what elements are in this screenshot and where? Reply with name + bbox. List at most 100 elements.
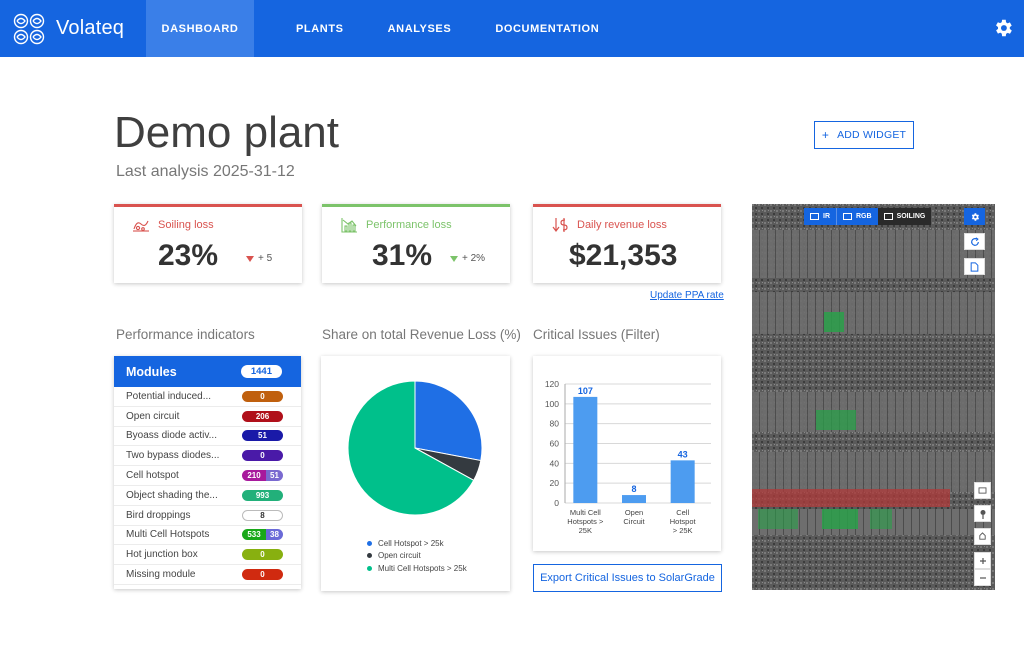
nav-documentation[interactable]: DOCUMENTATION — [495, 22, 600, 35]
last-analysis-date: Last analysis 2025-31-12 — [116, 163, 295, 180]
module-issue-label: Multi Cell Hotspots — [126, 529, 210, 541]
map-refresh-button[interactable] — [964, 233, 985, 250]
module-issue-count-badge: 51 — [242, 430, 283, 442]
x-tick-label: Multi Cell Hotspots >25K — [567, 508, 604, 535]
pie-legend: Cell Hotspot > 25k Open circuit Multi Ce… — [367, 537, 467, 575]
pie-slice[interactable] — [347, 380, 475, 516]
map-tab-ir-label: IR — [823, 213, 830, 220]
module-issue-row[interactable]: Byoass diode activ... 51 — [114, 427, 301, 447]
export-solargrade-button[interactable]: Export Critical Issues to SolarGrade — [533, 564, 722, 592]
map-settings-button[interactable] — [964, 208, 985, 225]
document-icon — [970, 261, 979, 272]
y-tick-label: 20 — [550, 478, 560, 488]
kpi-performance-delta: + 2% — [462, 253, 486, 264]
add-widget-label: ADD WIDGET — [837, 129, 907, 141]
map-tab-soiling-label: SOILING — [896, 213, 926, 220]
brand-logo[interactable]: Volateq — [0, 0, 146, 57]
map-zoom-out-button[interactable] — [974, 569, 991, 586]
legend-label: Multi Cell Hotspots > 25k — [378, 563, 467, 573]
module-issue-count-badge: 0 — [242, 450, 283, 462]
module-issue-count-badge: 210 51 — [242, 470, 283, 482]
brand-name: Volateq — [56, 17, 125, 39]
map-tab-rgb-label: RGB — [856, 213, 872, 220]
refresh-icon — [970, 236, 979, 246]
map-tab-rgb[interactable]: RGB — [836, 208, 878, 225]
legend-item: Cell Hotspot > 25k — [367, 537, 467, 550]
module-issue-row[interactable]: Cell hotspot 210 51 — [114, 466, 301, 486]
module-issue-label: Two bypass diodes... — [126, 450, 220, 462]
kpi-daily-revenue-loss[interactable]: Daily revenue loss $21,353 — [533, 204, 721, 283]
module-issue-row[interactable]: Open circuit 206 — [114, 407, 301, 427]
minus-icon — [979, 576, 986, 579]
nav-dashboard[interactable]: DASHBOARD — [146, 0, 254, 57]
kpi-revenue-value: $21,353 — [569, 239, 678, 272]
module-issue-label: Missing module — [126, 569, 196, 581]
update-ppa-rate-link[interactable]: Update PPA rate — [650, 290, 724, 301]
module-issue-count-badge: 206 — [242, 410, 283, 422]
module-issue-count-part: 210 — [242, 470, 266, 482]
kpi-performance-label: Performance loss — [366, 219, 452, 231]
map-locate-button[interactable] — [974, 505, 991, 522]
legend-label: Cell Hotspot > 25k — [378, 538, 444, 548]
critical-issues-title: Critical Issues (Filter) — [533, 327, 660, 342]
legend-label: Open circuit — [378, 551, 421, 561]
volateq-logo-icon — [13, 13, 45, 44]
module-issue-row[interactable]: Bird droppings 8 — [114, 506, 301, 526]
kpi-soiling-delta: + 5 — [258, 253, 273, 264]
module-issue-count-part: 38 — [266, 529, 283, 541]
polygon-icon — [979, 532, 986, 540]
modules-title: Modules — [126, 364, 177, 379]
main-nav: DASHBOARD PLANTS ANALYSES DOCUMENTATION — [146, 0, 621, 57]
image-icon — [810, 213, 819, 220]
bar[interactable] — [573, 396, 598, 503]
revenue-down-icon — [552, 218, 568, 232]
module-issue-count-badge: 533 38 — [242, 529, 283, 541]
critical-issues-bar-chart: 0 20 40 60 80 100 120 107 Multi Cell Hotspots >25… — [545, 379, 711, 535]
legend-dot-icon — [367, 540, 372, 546]
performance-chart-icon — [341, 218, 357, 233]
y-tick-label: 60 — [550, 439, 560, 449]
map-tab-ir[interactable]: IR — [804, 208, 836, 225]
thermal-map-image — [752, 204, 995, 590]
module-issue-count-badge: 8 — [242, 509, 283, 521]
module-issue-row[interactable]: Hot junction box 0 — [114, 545, 301, 566]
y-tick-label: 120 — [545, 379, 559, 389]
bar[interactable] — [622, 495, 646, 503]
map-tab-soiling[interactable]: SOILING — [877, 208, 932, 225]
module-issue-label: Open circuit — [126, 410, 180, 422]
modules-header[interactable]: Modules 1441 — [114, 356, 301, 387]
pie-slice[interactable] — [414, 380, 483, 462]
module-issue-row[interactable]: Object shading the... 993 — [114, 486, 301, 506]
decrease-arrow-icon — [450, 255, 458, 262]
module-issue-count-badge: 993 — [242, 489, 283, 501]
nav-plants[interactable]: PLANTS — [296, 22, 344, 35]
plant-map-view[interactable]: IR RGB SOILING — [752, 204, 995, 590]
gear-icon — [971, 212, 979, 221]
module-issue-row[interactable]: Potential induced... 0 — [114, 387, 301, 407]
module-issue-row[interactable]: Multi Cell Hotspots 533 38 — [114, 526, 301, 546]
performance-indicators-title: Performance indicators — [116, 327, 255, 342]
y-tick-label: 100 — [545, 399, 559, 409]
settings-gear-icon[interactable] — [992, 17, 1014, 39]
map-document-button[interactable] — [964, 258, 985, 275]
top-navigation-bar: Volateq DASHBOARD PLANTS ANALYSES DOCUME… — [0, 0, 1024, 57]
map-layers-button[interactable] — [974, 482, 991, 499]
kpi-performance-loss[interactable]: Performance loss 31% + 2% — [322, 204, 510, 283]
decrease-arrow-icon — [246, 255, 254, 262]
location-pin-icon — [980, 509, 985, 519]
bar[interactable] — [670, 460, 695, 503]
map-polygon-button[interactable] — [974, 528, 991, 545]
x-tick-label: Cell Hotspot > 25K — [670, 508, 697, 535]
y-tick-label: 80 — [550, 419, 560, 429]
nav-analyses[interactable]: ANALYSES — [387, 22, 452, 35]
kpi-soiling-loss[interactable]: Soiling loss 23% + 5 — [114, 204, 302, 283]
module-issue-row[interactable]: Missing module 0 — [114, 565, 301, 585]
module-issue-count-part: 51 — [266, 470, 283, 482]
add-widget-button[interactable]: + ADD WIDGET — [814, 121, 914, 149]
module-issue-label: Bird droppings — [126, 509, 191, 521]
module-issue-row[interactable]: Two bypass diodes... 0 — [114, 446, 301, 467]
map-zoom-in-button[interactable] — [974, 552, 991, 569]
module-issue-count-badge: 0 — [242, 390, 283, 402]
layers-icon — [978, 487, 987, 494]
legend-dot-icon — [367, 553, 372, 559]
